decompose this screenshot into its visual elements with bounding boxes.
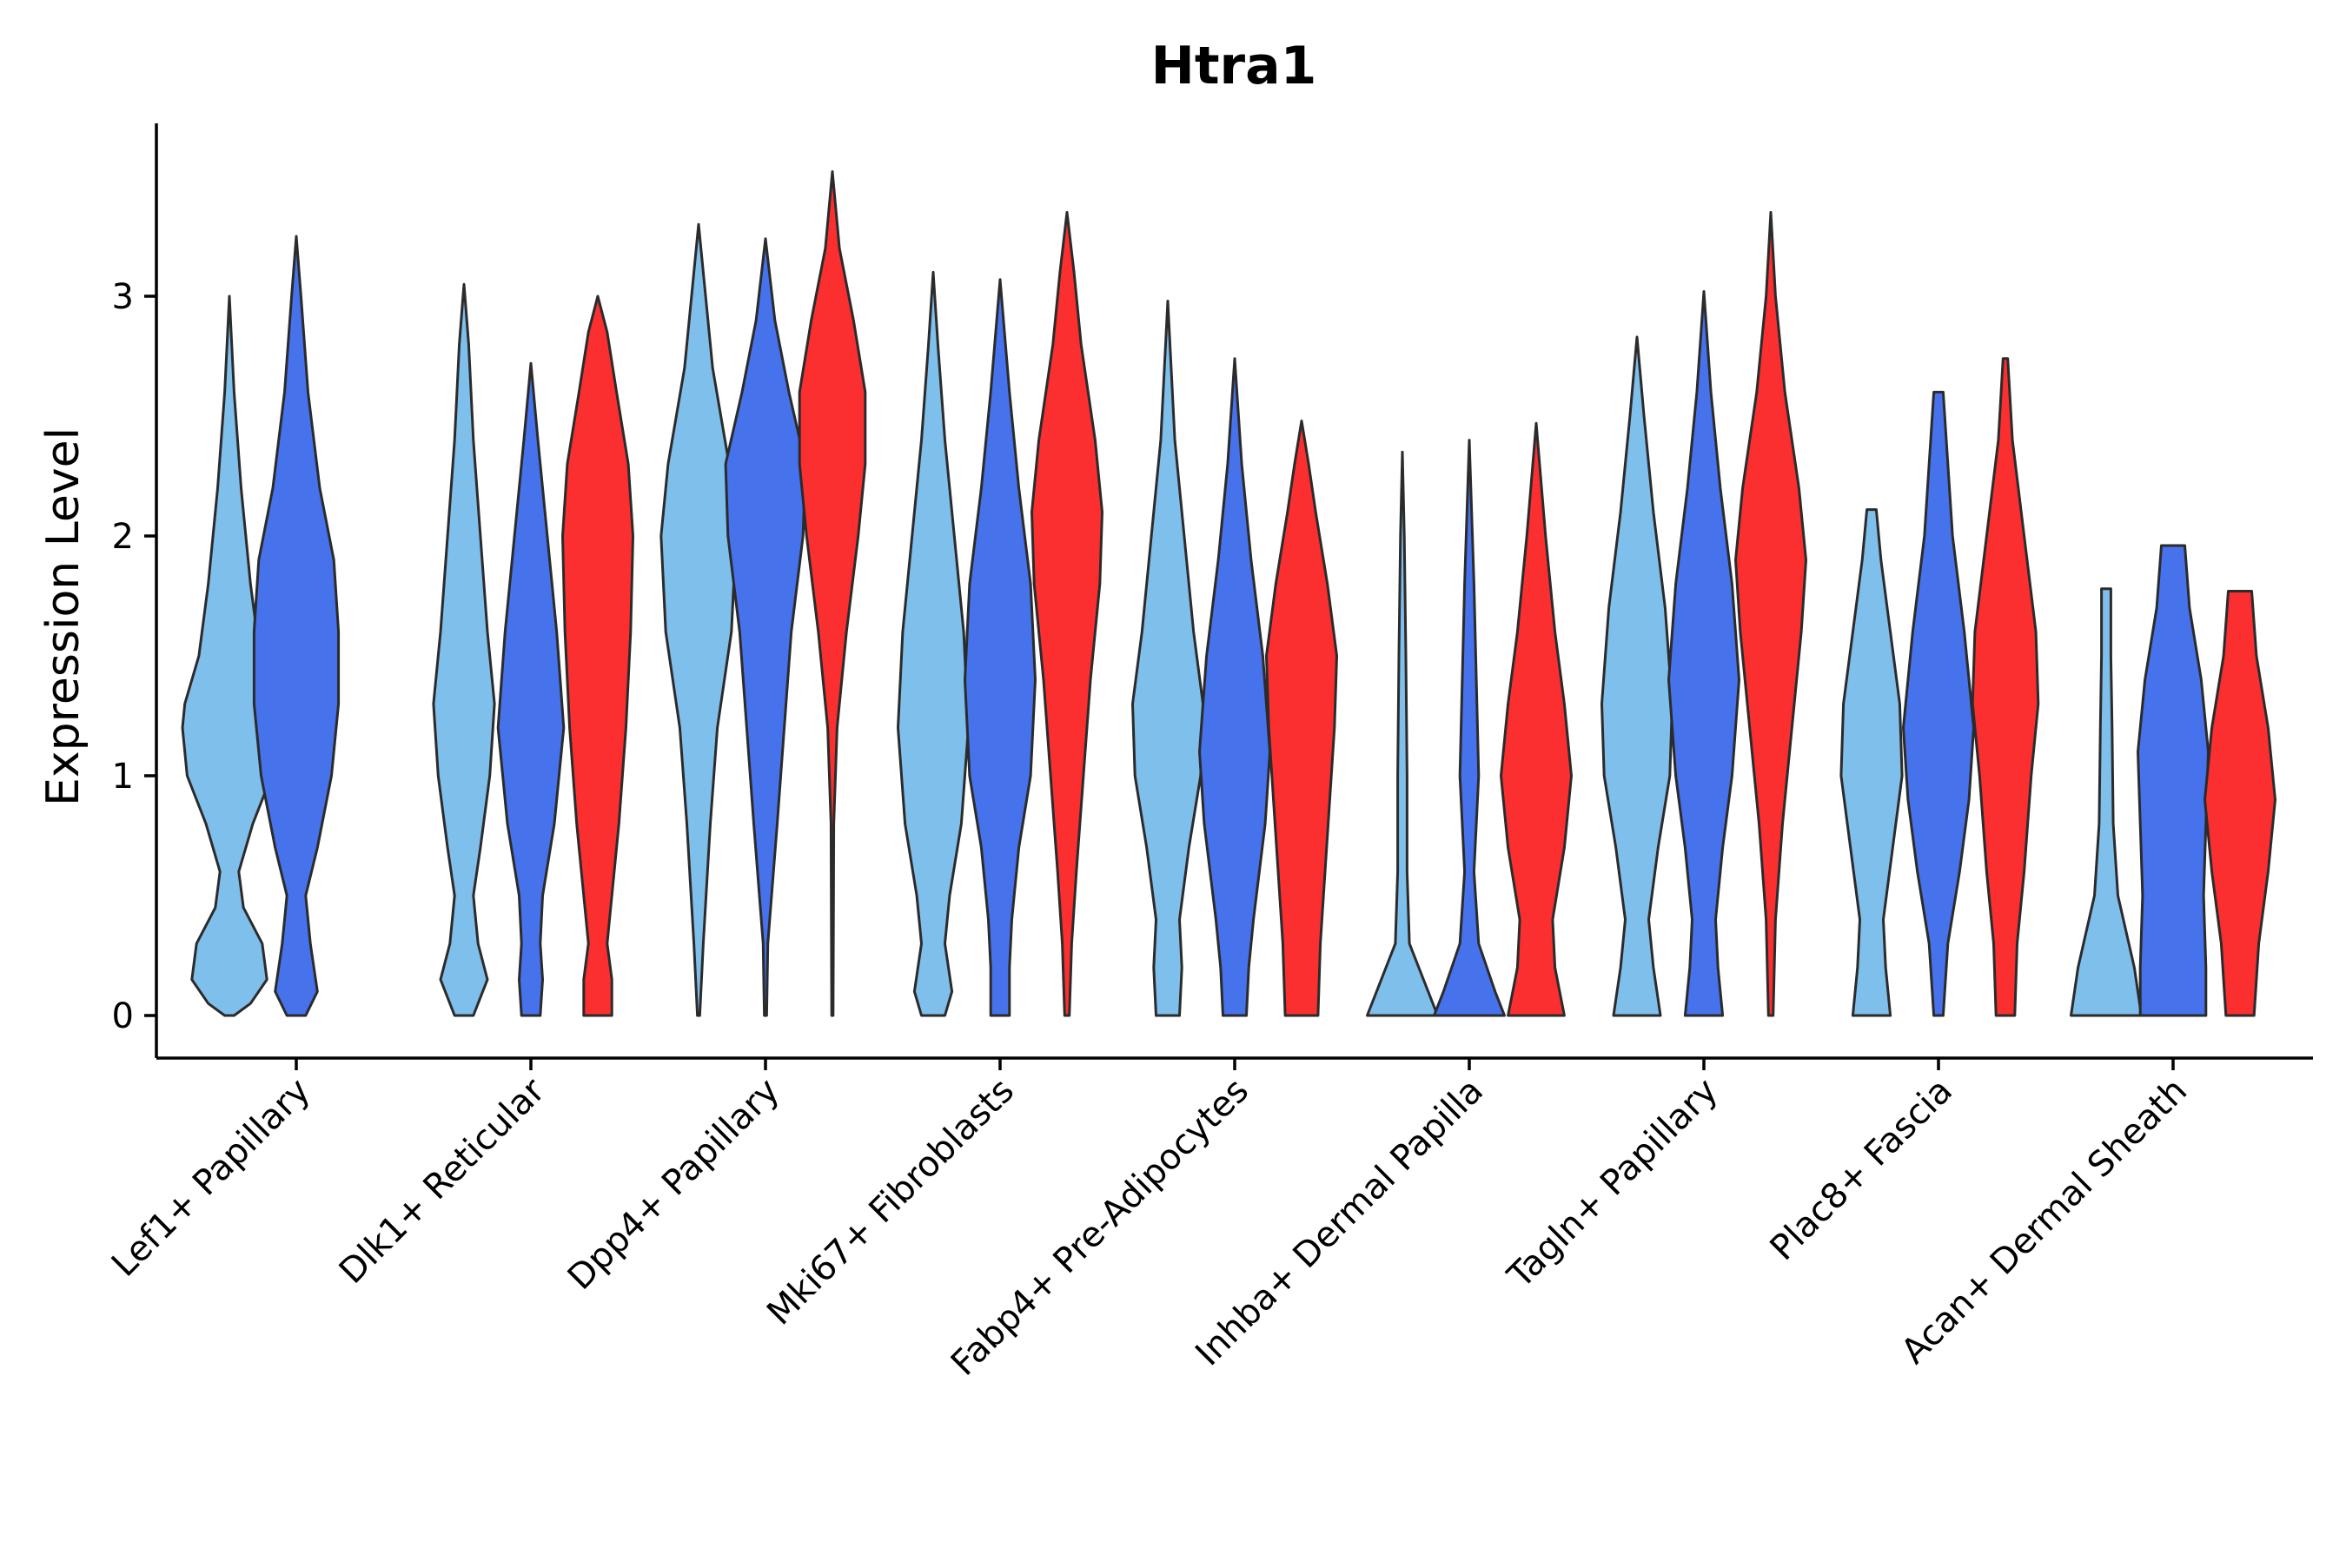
violin-dpp4-papillary-series-3	[798, 170, 867, 1017]
violin-dpp4-papillary-series-1	[659, 222, 738, 1017]
y-axis-title: Expression Level	[37, 427, 89, 806]
violin-lef1-papillary-series-1	[181, 294, 278, 1017]
violin-inhba-dermal-papilla-series-3	[1500, 421, 1573, 1017]
violin-tagln-papillary-series-1	[1600, 335, 1673, 1017]
violin-acan-dermal-sheath-series-1	[2070, 587, 2143, 1017]
violin-lef1-papillary-series-2	[252, 235, 341, 1017]
violin-plac8-fascia-series-2	[1902, 390, 1975, 1017]
y-tick-label: 2	[112, 517, 134, 557]
x-tick-label: Tagln+ Papillary	[1500, 1071, 1726, 1297]
violin-dlk1-reticular-series-2	[496, 361, 566, 1017]
y-tick-label: 0	[112, 996, 134, 1036]
violin-tagln-papillary-series-3	[1734, 210, 1807, 1017]
violin-dpp4-papillary-series-2	[724, 237, 807, 1017]
violin-plac8-fascia-series-1	[1839, 508, 1904, 1017]
x-tick-label: Mki67+ Fibroblasts	[759, 1071, 1022, 1333]
x-tick-label: Plac8+ Fascia	[1763, 1071, 1961, 1269]
violin-tagln-papillary-series-2	[1667, 290, 1740, 1017]
y-ticks-group: 0 1 2 3	[112, 277, 156, 1036]
violin-fabp4-pre-adipocytes-series-2	[1198, 357, 1271, 1017]
x-ticks-group: Lef1+ Papillary Dlk1+ Reticular Dpp4+ Papi…	[104, 1058, 2195, 1384]
violin-fabp4-pre-adipocytes-series-1	[1131, 300, 1204, 1017]
violin-mki67-fibroblasts-series-2	[964, 278, 1037, 1017]
violin-fabp4-pre-adipocytes-series-3	[1265, 420, 1338, 1017]
x-tick-label: Lef1+ Papillary	[104, 1071, 318, 1285]
violin-acan-dermal-sheath-series-2	[2137, 544, 2210, 1017]
y-tick-label: 3	[112, 277, 134, 317]
x-tick-label: Dlk1+ Reticular	[332, 1070, 553, 1292]
chart-title: Htra1	[1151, 36, 1317, 96]
violin-mki67-fibroblasts-series-3	[1031, 210, 1103, 1017]
y-tick-label: 1	[112, 757, 134, 797]
x-tick-label: Dpp4+ Papillary	[560, 1071, 787, 1298]
violin-acan-dermal-sheath-series-3	[2204, 590, 2276, 1017]
violin-dlk1-reticular-series-1	[432, 282, 496, 1017]
violin-mki67-fibroblasts-series-1	[897, 270, 970, 1017]
violins-group	[181, 170, 2276, 1017]
violin-dlk1-reticular-series-3	[561, 294, 634, 1017]
violin-inhba-dermal-papilla-series-2	[1433, 439, 1506, 1017]
violin-inhba-dermal-papilla-series-1	[1366, 450, 1439, 1017]
violin-plac8-fascia-series-3	[1971, 357, 2040, 1017]
